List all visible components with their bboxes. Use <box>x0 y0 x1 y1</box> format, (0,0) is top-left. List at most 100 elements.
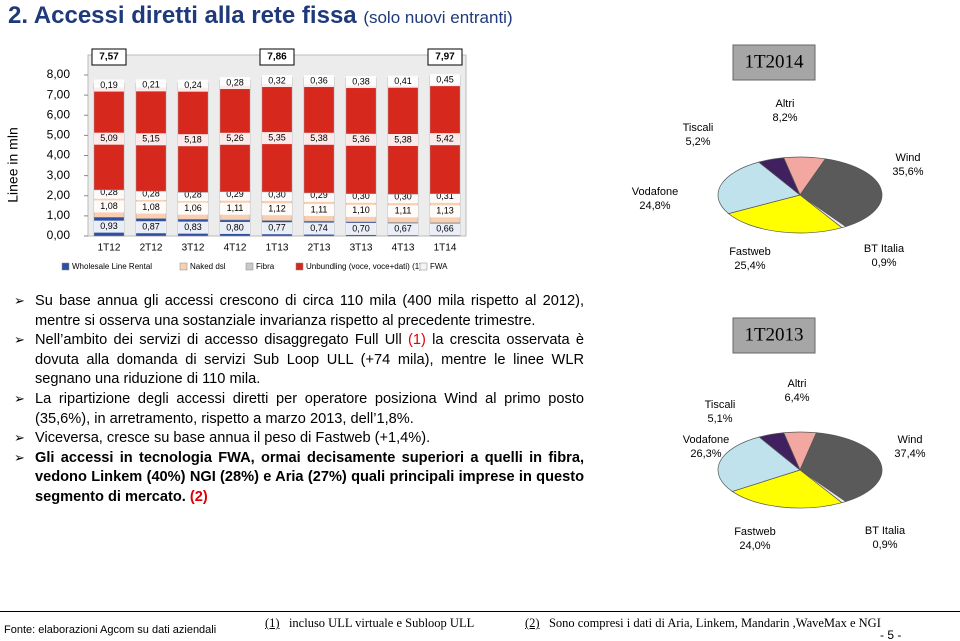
slice-value: 35,6% <box>892 166 923 178</box>
data-label: 0,67 <box>394 224 412 234</box>
data-label: 1,13 <box>436 206 454 216</box>
page-number: - 5 - <box>880 628 902 641</box>
data-label: 1,10 <box>352 205 370 215</box>
pie-slice <box>758 432 801 471</box>
data-label: 0,70 <box>352 223 370 233</box>
data-label: 0,28 <box>226 77 244 87</box>
data-label: 5,09 <box>100 133 118 143</box>
x-tick-label: 1T12 <box>98 243 121 254</box>
slice-name: Wind <box>897 434 922 446</box>
label-box <box>430 74 460 87</box>
legend-swatch <box>245 262 254 271</box>
label-box <box>178 134 208 147</box>
bullet-text: Su base annua gli accessi crescono di ci… <box>35 293 584 329</box>
slice-name: Fastweb <box>734 526 776 538</box>
slide-title: 2. Accessi diretti alla rete fissa (solo… <box>8 2 513 30</box>
x-tick-label: 4T13 <box>392 243 415 254</box>
legend-label: Unbundling (voce, voce+dati) (1) <box>306 262 422 271</box>
total-label: 7,57 <box>99 52 119 63</box>
x-tick-label: 3T12 <box>182 243 205 254</box>
data-label: 1,06 <box>184 203 202 213</box>
footer-rule <box>0 611 960 612</box>
label-box <box>136 221 166 234</box>
pie-slice <box>799 432 883 502</box>
charts: Linee in mln 0,00 1,00 2,00 3,00 4,00 5,00 6,00… <box>5 44 926 552</box>
slice-value: 37,4% <box>894 448 925 460</box>
pie-slice <box>717 436 801 492</box>
legend-label: Fibra <box>256 262 275 271</box>
note-ref: (2) <box>189 488 208 505</box>
data-label: 1,08 <box>142 202 160 212</box>
label-box <box>388 223 418 236</box>
data-label: 0,28 <box>142 188 160 198</box>
label-box <box>94 200 124 213</box>
data-label: 0,30 <box>352 191 370 201</box>
bullet-text: Nell’ambito dei servizi di accesso disag… <box>35 332 409 349</box>
label-box <box>94 79 124 92</box>
bullet: La ripartizione degli accessi diretti pe… <box>14 390 584 429</box>
slice-name: BT Italia <box>865 525 906 537</box>
bullet-text: Gli accessi in tecnologia FWA, ormai dec… <box>35 449 584 505</box>
subtitle: (solo nuovi entranti) <box>363 8 513 27</box>
x-tick-label: 2T13 <box>308 243 331 254</box>
bullet-text: La ripartizione degli accessi diretti pe… <box>35 390 584 427</box>
pie-slice <box>758 157 801 196</box>
note-mark: (2) <box>525 616 540 630</box>
label-box <box>430 205 460 218</box>
pie-title-box <box>732 317 816 354</box>
data-label: 0,41 <box>394 76 412 86</box>
slice-value: 8,2% <box>772 112 797 124</box>
label-box <box>304 222 334 235</box>
pie-slice <box>717 161 801 215</box>
data-label: 5,38 <box>394 134 412 144</box>
data-label: 1,08 <box>100 201 118 211</box>
slice-name: Vodafone <box>683 434 730 446</box>
label-box <box>94 132 124 145</box>
data-label: 5,26 <box>226 133 244 143</box>
note-text: incluso ULL virtuale e Subloop ULL <box>288 616 475 630</box>
y-tick-label: 5,00 <box>47 128 71 142</box>
legend-swatch <box>295 262 304 271</box>
legend-label: FWA <box>430 262 448 271</box>
note-ref: (1) <box>408 332 426 349</box>
data-label: 0,21 <box>142 80 160 90</box>
slice-name: Fastweb <box>729 246 771 258</box>
slice-name: Vodafone <box>632 186 679 198</box>
data-label: 0,19 <box>100 80 118 90</box>
data-label: 0,30 <box>394 192 412 202</box>
label-box <box>346 76 376 89</box>
bullet: Viceversa, cresce su base annua il peso … <box>14 429 584 449</box>
data-label: 0,28 <box>184 190 202 200</box>
bullet: Nell’ambito dei servizi di accesso disag… <box>14 331 584 390</box>
y-tick-label: 0,00 <box>47 228 71 242</box>
label-box <box>304 75 334 88</box>
data-label: 5,15 <box>142 134 160 144</box>
slice-value: 26,3% <box>690 448 721 460</box>
label-box <box>136 79 166 92</box>
label-box <box>388 205 418 218</box>
label-box <box>220 77 250 90</box>
slice-value: 25,4% <box>734 260 765 272</box>
data-label: 0,30 <box>268 189 286 199</box>
data-label: 0,36 <box>310 75 328 85</box>
legend-label: Naked dsl <box>190 262 226 271</box>
data-label: 5,38 <box>310 133 328 143</box>
label-box <box>430 223 460 236</box>
label-box <box>388 75 418 88</box>
label-box <box>136 201 166 214</box>
label-box <box>262 203 292 216</box>
label-box <box>220 221 250 234</box>
data-label: 5,36 <box>352 134 370 144</box>
label-box <box>136 133 166 146</box>
label-box <box>178 79 208 92</box>
data-label: 1,11 <box>311 204 328 214</box>
label-box <box>94 220 124 233</box>
note-text: Sono compresi i dati di Aria, Linkem, Ma… <box>548 616 881 630</box>
data-label: 0,80 <box>226 222 244 232</box>
pie-title: 1T2013 <box>744 324 803 345</box>
pie-slice <box>731 469 843 509</box>
y-tick-label: 1,00 <box>47 208 71 222</box>
x-tick-label: 2T12 <box>140 243 163 254</box>
total-box <box>259 48 295 66</box>
